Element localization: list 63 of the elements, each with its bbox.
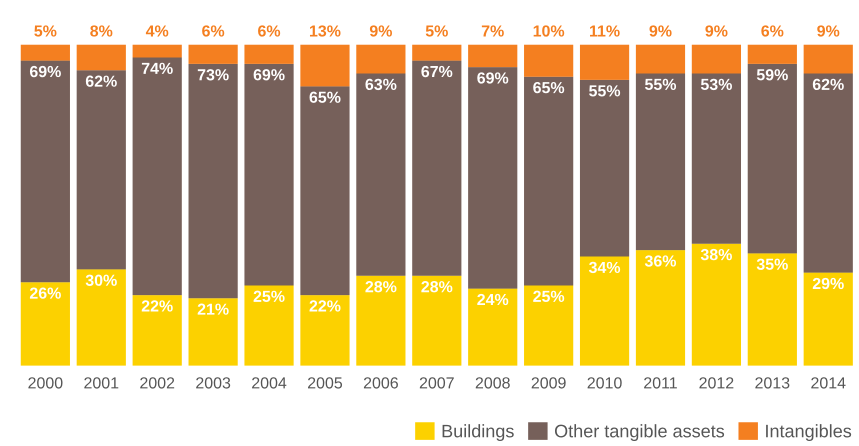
x-tick-label: 2014 [811, 377, 846, 389]
data-label: 62% [812, 78, 844, 90]
x-tick-label: 2006 [364, 377, 398, 389]
x-tick-label: 2010 [588, 377, 622, 389]
x-tick-label: 2003 [196, 377, 230, 389]
data-label: 73% [198, 69, 229, 80]
data-label: 9% [817, 25, 840, 37]
data-label: 38% [700, 248, 732, 260]
x-tick-label: 2008 [476, 377, 510, 389]
data-label: 63% [365, 78, 396, 90]
data-label: 21% [198, 304, 229, 315]
data-label: 55% [589, 85, 620, 96]
data-label: 11% [590, 25, 620, 37]
data-label: 69% [477, 72, 508, 84]
data-label: 24% [477, 294, 508, 306]
x-tick-label: 2004 [252, 377, 286, 389]
legend-label: Other tangible assets [554, 424, 724, 442]
data-label: 6% [761, 25, 784, 37]
data-label: 30% [86, 274, 117, 286]
legend-label: Intangibles [766, 424, 852, 442]
x-tick-label: 2005 [308, 377, 342, 389]
data-label: 22% [310, 300, 341, 312]
data-label: 29% [812, 278, 844, 290]
data-label: 26% [30, 287, 61, 299]
data-label: 25% [533, 290, 564, 302]
data-label: 28% [365, 281, 396, 292]
data-label: 65% [310, 92, 341, 103]
data-label: 8% [90, 25, 112, 37]
x-tick-label: 2001 [84, 377, 118, 389]
x-tick-label: 2007 [420, 377, 454, 389]
data-label: 34% [588, 262, 620, 274]
data-label: 7% [482, 25, 504, 37]
legend-label: Buildings [442, 424, 514, 442]
data-label: 35% [756, 258, 788, 270]
data-label: 36% [644, 255, 676, 267]
data-label: 13% [310, 25, 341, 37]
data-label: 4% [146, 25, 168, 37]
data-label: 6% [202, 25, 224, 37]
data-label: 74% [142, 62, 173, 74]
data-label: 53% [700, 78, 732, 90]
data-label: 62% [86, 76, 117, 87]
data-label: 65% [533, 82, 564, 94]
data-label: 67% [421, 66, 452, 78]
data-label: 9% [649, 25, 672, 37]
data-label: 9% [705, 25, 728, 37]
x-tick-label: 2000 [28, 377, 62, 389]
x-tick-label: 2009 [532, 377, 566, 389]
data-label: 22% [142, 300, 173, 312]
data-label: 69% [30, 66, 61, 78]
data-label: 28% [421, 281, 452, 292]
x-tick-label: 2011 [644, 377, 677, 389]
x-tick-label: 2013 [755, 377, 790, 389]
data-label: 9% [370, 25, 392, 37]
data-label: 10% [534, 25, 564, 37]
x-tick-label: 2012 [699, 377, 734, 389]
data-label: 59% [756, 69, 788, 80]
data-label: 55% [644, 78, 676, 90]
data-label: 25% [254, 290, 285, 302]
data-label: 6% [258, 25, 280, 37]
x-tick-label: 2002 [140, 377, 174, 389]
data-label: 5% [34, 25, 56, 37]
data-label: 69% [254, 69, 285, 80]
data-label: 5% [426, 25, 448, 37]
